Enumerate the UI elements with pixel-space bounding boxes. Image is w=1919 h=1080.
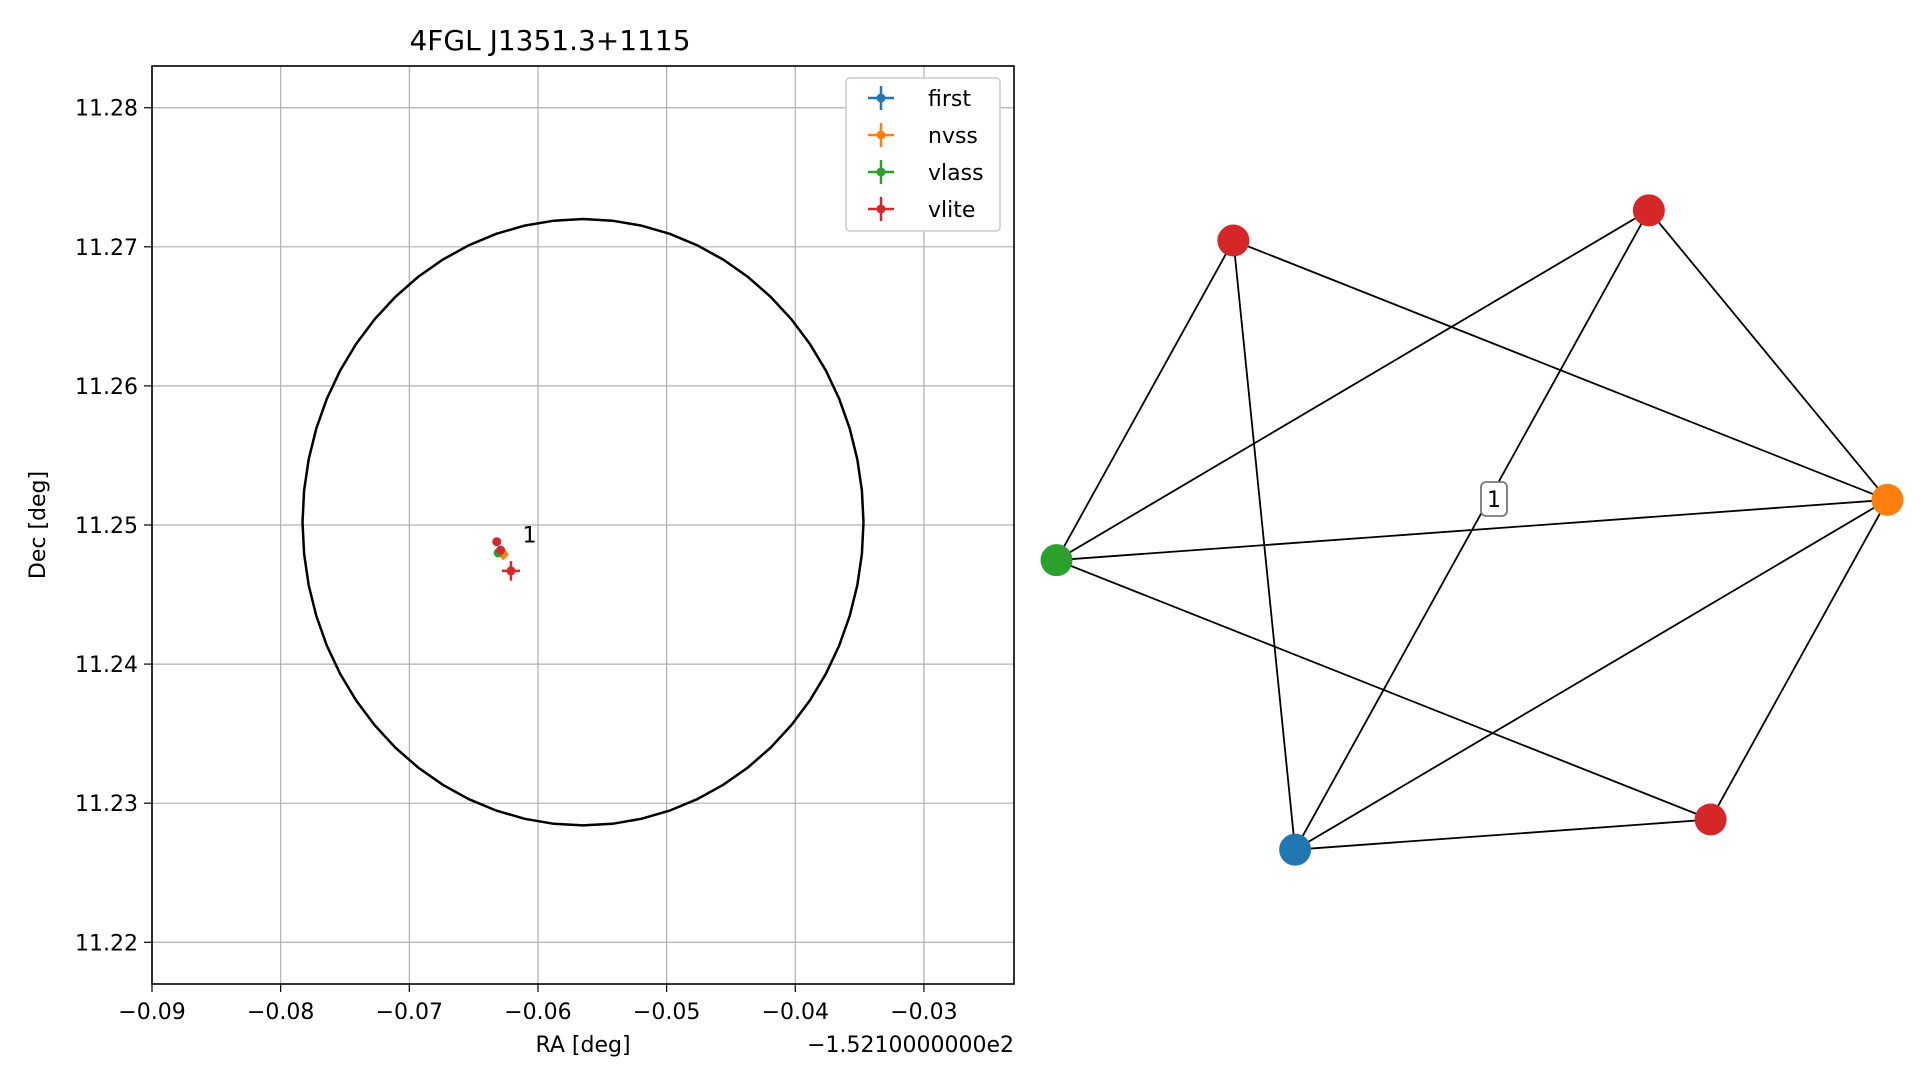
scatter-chart: 4FGL J1351.3+1115 1 −0.09 −0.08 −0.07 −0.06… <box>26 24 1015 1058</box>
y-axis-label: Dec [deg] <box>26 471 51 579</box>
graph-edge <box>1648 209 1889 501</box>
graph-label: 1 <box>1487 488 1501 513</box>
y-tick-label: 11.26 <box>75 375 138 400</box>
graph-edge <box>1294 499 1888 851</box>
y-tick-label: 11.23 <box>75 792 138 817</box>
y-tick-label: 11.25 <box>75 514 138 539</box>
annotations: 1 <box>523 524 537 549</box>
y-tick-label: 11.24 <box>75 653 138 678</box>
data-points <box>492 537 520 581</box>
x-tick-label: −0.06 <box>504 1000 571 1025</box>
legend-label: nvss <box>928 124 978 149</box>
data-point-vlite <box>496 545 506 555</box>
x-tick-label: −0.03 <box>890 1000 957 1025</box>
legend-label: vlite <box>928 198 975 223</box>
legend-box <box>845 77 1001 232</box>
x-tick-label: −0.04 <box>762 1000 829 1025</box>
graph-edge <box>1709 499 1889 820</box>
graph-edge <box>1056 209 1650 561</box>
x-tick-label: −0.09 <box>118 1000 185 1025</box>
legend: first nvss vlass vlite <box>845 77 1001 232</box>
x-axis-offset: −1.5210000000e2 <box>807 1033 1014 1058</box>
x-tick-label: −0.05 <box>633 1000 700 1025</box>
network-graph: 1 <box>1040 194 1904 866</box>
y-tick-label: 11.28 <box>75 97 138 122</box>
graph-edge <box>1056 498 1888 562</box>
graph-edges <box>1055 209 1889 851</box>
graph-node <box>1040 544 1073 577</box>
legend-label: vlass <box>928 161 984 186</box>
graph-label-box: 1 <box>1480 481 1508 517</box>
graph-node <box>1871 483 1904 516</box>
y-axis: 11.22 11.23 11.24 11.25 11.26 11.27 11.28 <box>75 97 152 956</box>
circle-outline <box>301 217 865 827</box>
y-tick-label: 11.27 <box>75 236 138 261</box>
graph-node <box>1217 224 1250 257</box>
x-axis-label: RA [deg] <box>535 1033 630 1058</box>
chart-title: 4FGL J1351.3+1115 <box>409 24 690 57</box>
graph-edge <box>1295 818 1711 851</box>
graph-edge <box>1056 559 1711 821</box>
graph-nodes <box>1040 194 1904 866</box>
x-axis: −0.09 −0.08 −0.07 −0.06 −0.05 −0.04 −0.03 <box>118 984 958 1025</box>
x-tick-label: −0.07 <box>376 1000 443 1025</box>
search-circle <box>301 217 865 827</box>
graph-node <box>1279 833 1312 866</box>
y-tick-label: 11.22 <box>75 931 138 956</box>
legend-item-first: first <box>868 86 971 112</box>
data-point-vlite <box>492 537 502 547</box>
legend-label: first <box>928 87 971 112</box>
graph-node <box>1632 194 1665 227</box>
x-tick-label: −0.08 <box>247 1000 314 1025</box>
data-point-vlite <box>501 561 520 581</box>
graph-node <box>1694 803 1727 836</box>
legend-item-vlass: vlass <box>868 160 984 186</box>
legend-item-nvss: nvss <box>868 123 978 149</box>
point-annotation: 1 <box>523 524 537 549</box>
legend-item-vlite: vlite <box>868 197 975 223</box>
graph-edge <box>1055 240 1235 561</box>
